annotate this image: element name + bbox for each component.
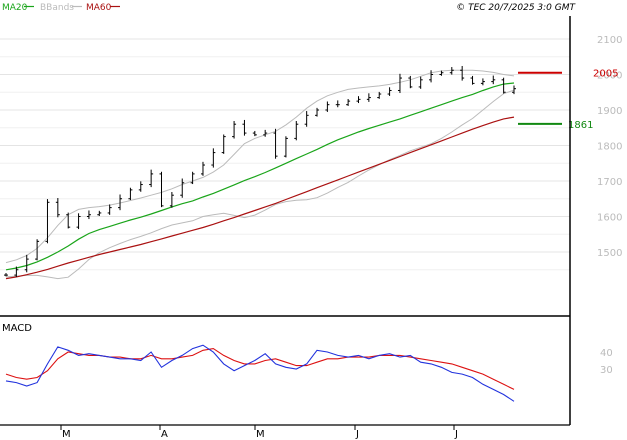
header-legend: MA20 BBands MA60 © TEC 20/7/2025 3:0 GMT	[2, 3, 577, 13]
bbands-lower-line	[5, 89, 515, 280]
time-axis-label: M	[62, 429, 71, 440]
legend-ma60-label: MA60	[86, 3, 112, 13]
macd-tick-30: 30	[600, 365, 613, 376]
macd-panel: MACD 40 30	[2, 323, 613, 402]
resistance-label: 2005	[593, 69, 618, 80]
legend-ma20-label: MA20	[2, 3, 28, 13]
bbands-upper-line	[5, 69, 515, 264]
price-panel: 2100 2000 1900 1800 1700 1600 1500 2005 1861	[0, 35, 622, 280]
price-series-layer	[4, 65, 516, 280]
price-tick-label: 2100	[597, 35, 622, 46]
macd-title: MACD	[2, 323, 32, 334]
price-tick-label: 1600	[597, 213, 622, 224]
legend-bbands-label: BBands	[40, 3, 74, 13]
price-tick-label: 1900	[597, 106, 622, 117]
time-axis-label: J	[355, 429, 359, 440]
macd-tick-40: 40	[600, 348, 613, 359]
macd-line	[5, 344, 515, 402]
price-tick-label: 1800	[597, 142, 622, 153]
copyright-text: © TEC 20/7/2025 3:0 GMT	[456, 3, 576, 13]
time-axis-label: J	[454, 429, 458, 440]
price-tick-label: 1500	[597, 248, 622, 259]
price-axis-ticks: 2100 2000 1900 1800 1700 1600 1500	[597, 35, 622, 259]
time-axis-label: M	[256, 429, 265, 440]
time-axis-label: A	[161, 429, 168, 440]
ma20-line	[5, 82, 515, 271]
price-tick-label: 1700	[597, 177, 622, 188]
resistance-level: 2005	[518, 69, 618, 80]
support-label: 1861	[568, 120, 593, 131]
macd-signal-line	[5, 348, 515, 390]
price-tick-label: 2000	[597, 71, 622, 82]
support-level: 1861	[518, 120, 593, 131]
ma60-line	[5, 116, 515, 280]
macd-series-layer	[5, 344, 515, 402]
